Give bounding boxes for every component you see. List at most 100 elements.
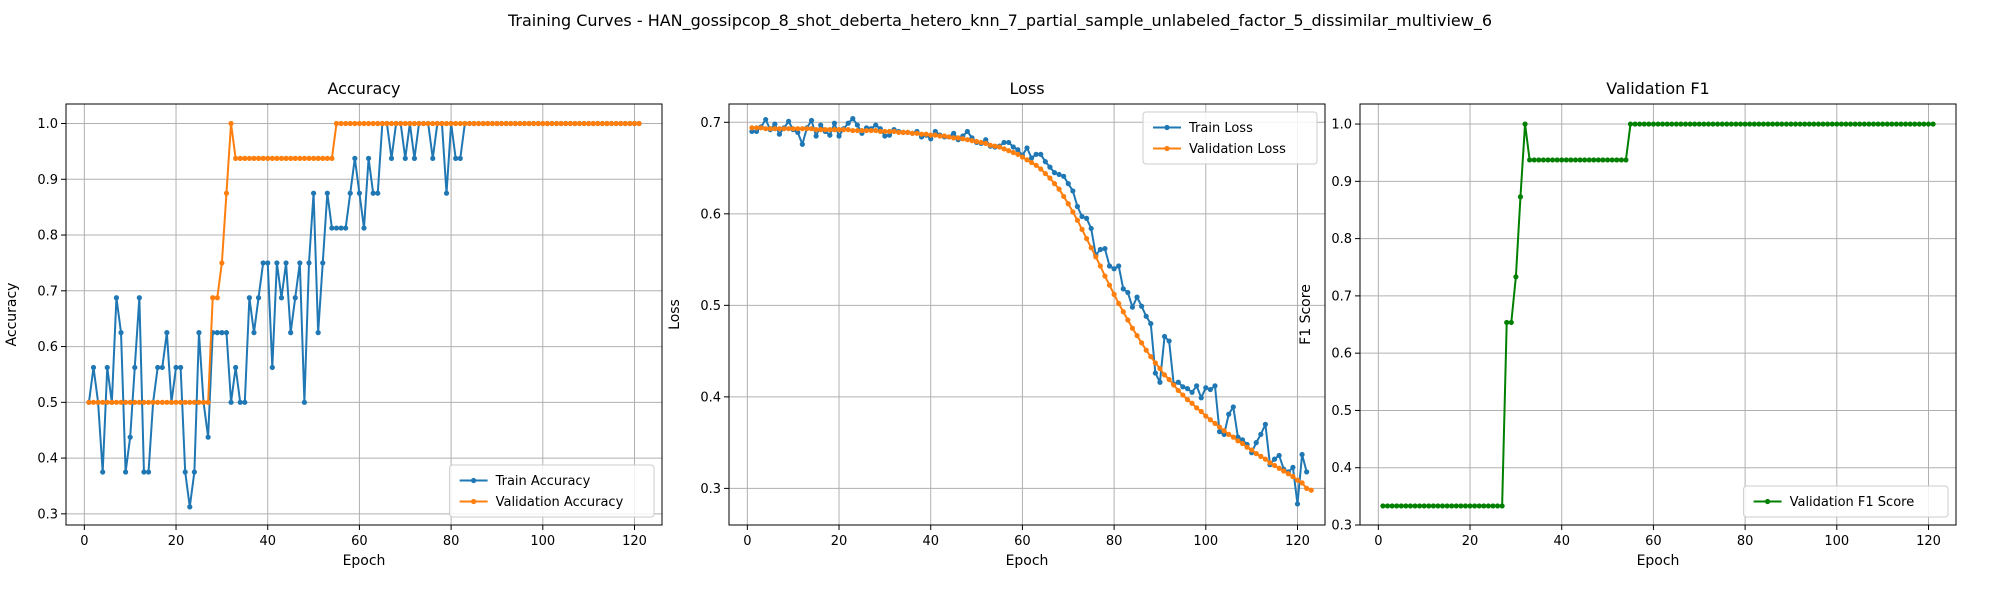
data-point <box>178 399 184 405</box>
data-point <box>1737 121 1744 127</box>
data-point <box>1033 162 1039 168</box>
data-point <box>1061 173 1067 179</box>
loss-axes-frame <box>728 103 1326 526</box>
data-point <box>1398 503 1404 509</box>
data-point <box>586 120 592 127</box>
data-point <box>753 128 760 135</box>
data-point <box>1042 170 1048 177</box>
data-point <box>1517 194 1524 200</box>
data-point <box>1267 460 1273 466</box>
data-point <box>1389 503 1395 509</box>
data-point <box>1421 503 1427 509</box>
data-point <box>411 155 418 161</box>
data-point <box>155 364 161 371</box>
data-point <box>1407 503 1414 509</box>
data-point <box>567 120 573 127</box>
data-point <box>352 155 358 161</box>
data-point <box>324 190 330 196</box>
data-point <box>987 142 993 148</box>
data-point <box>1563 157 1569 163</box>
y-tick-label: 0.4 <box>1331 461 1352 476</box>
data-point <box>1001 139 1007 146</box>
data-point <box>1175 387 1181 394</box>
data-point <box>1125 317 1131 323</box>
y-tick-label: 0.5 <box>700 299 721 314</box>
data-point <box>983 137 989 143</box>
data-point <box>531 120 537 127</box>
legend-box <box>449 464 655 518</box>
data-point <box>1097 263 1103 269</box>
data-point <box>274 155 280 161</box>
data-point <box>1129 325 1136 331</box>
data-point <box>320 260 326 266</box>
legend-entry-label: Validation Loss <box>1189 142 1286 157</box>
data-point <box>1678 121 1684 127</box>
data-point <box>1875 121 1881 127</box>
data-point <box>946 134 952 140</box>
data-point <box>246 295 252 301</box>
data-point <box>288 155 294 161</box>
data-point <box>964 128 971 135</box>
data-point <box>141 469 147 475</box>
data-point <box>1166 338 1172 344</box>
data-point <box>1258 453 1264 459</box>
data-point <box>425 120 431 127</box>
accuracy-y-axis-label: Accuracy <box>4 283 20 347</box>
data-point <box>1627 121 1634 127</box>
data-point <box>1120 309 1126 315</box>
data-point <box>873 127 879 134</box>
data-point <box>517 120 523 127</box>
data-point <box>813 133 819 139</box>
data-point <box>430 120 436 127</box>
data-point <box>214 330 220 336</box>
data-point <box>1171 382 1177 388</box>
data-point <box>251 330 257 336</box>
data-point <box>1847 121 1854 127</box>
data-point <box>485 120 491 127</box>
x-tick-label: 100 <box>530 534 555 549</box>
data-point <box>223 190 230 196</box>
legend-swatch-marker <box>1164 145 1170 152</box>
data-point <box>329 155 335 161</box>
data-point <box>1806 121 1812 127</box>
x-tick-label: 20 <box>1462 534 1479 549</box>
y-tick-label: 0.9 <box>1331 175 1352 190</box>
data-point <box>1006 139 1012 146</box>
data-point <box>1304 485 1310 491</box>
data-point <box>549 120 555 127</box>
data-point <box>155 399 161 405</box>
data-point <box>786 118 792 124</box>
data-point <box>361 225 367 231</box>
data-point <box>123 469 129 475</box>
data-point <box>818 127 824 133</box>
data-point <box>233 364 239 371</box>
data-point <box>1116 300 1122 307</box>
data-point <box>905 129 911 135</box>
data-point <box>338 120 344 127</box>
data-point <box>187 399 193 405</box>
data-point <box>164 330 170 336</box>
x-tick-label: 80 <box>1106 534 1123 549</box>
legend-swatch-marker <box>1164 124 1170 131</box>
data-point <box>831 127 838 133</box>
data-point <box>1765 121 1771 127</box>
data-point <box>269 155 275 161</box>
data-point <box>1705 121 1712 127</box>
validation-accuracy-series <box>86 120 642 405</box>
data-point <box>909 130 915 136</box>
data-point <box>1682 121 1689 127</box>
data-point <box>1490 503 1496 509</box>
data-point <box>1230 434 1236 440</box>
x-tick-label: 60 <box>1645 534 1662 549</box>
data-point <box>1184 397 1191 403</box>
data-point <box>1880 121 1886 127</box>
data-point <box>1467 503 1473 509</box>
data-point <box>836 127 842 133</box>
data-point <box>301 399 307 405</box>
data-point <box>1582 157 1588 163</box>
x-tick-label: 60 <box>1014 534 1031 549</box>
data-point <box>854 122 860 128</box>
data-point <box>918 131 925 137</box>
data-point <box>1134 332 1140 339</box>
